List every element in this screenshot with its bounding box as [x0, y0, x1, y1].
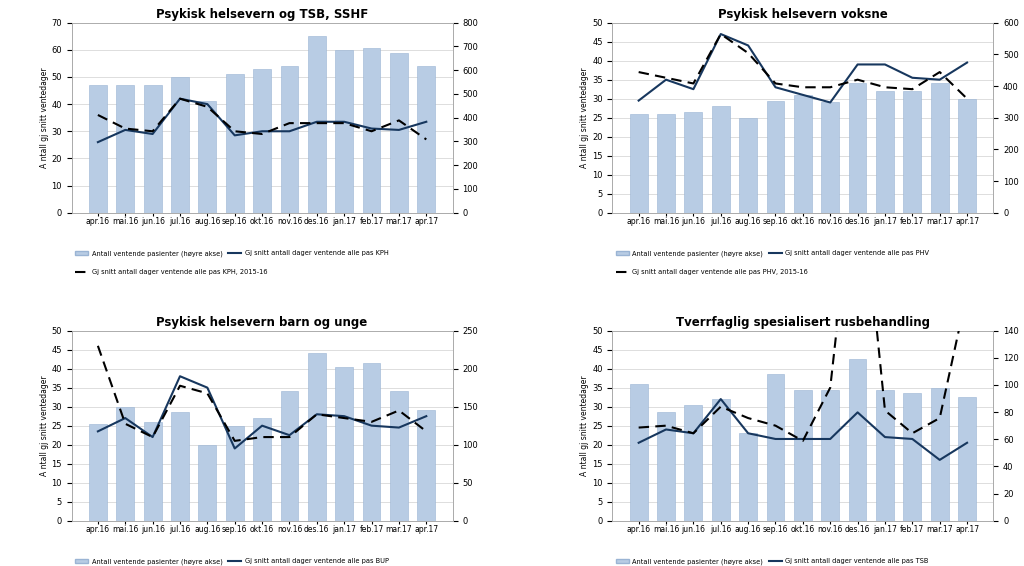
Bar [767, 101, 784, 213]
Bar [821, 389, 839, 521]
Bar [308, 36, 326, 213]
Bar [821, 102, 839, 213]
Bar [657, 413, 675, 521]
Bar [199, 445, 216, 521]
Bar [712, 106, 730, 213]
Bar [418, 410, 435, 521]
Bar [226, 426, 244, 521]
Bar [739, 433, 757, 521]
Bar [362, 49, 381, 213]
Title: Psykisk helsevern voksne: Psykisk helsevern voksne [718, 8, 888, 22]
Legend: Gj snitt antall dager ventende alle pas KPH, 2015-16: Gj snitt antall dager ventende alle pas … [75, 269, 267, 275]
Bar [630, 114, 647, 213]
Bar [877, 91, 894, 213]
Bar [390, 392, 408, 521]
Bar [418, 66, 435, 213]
Bar [739, 118, 757, 213]
Y-axis label: A ntall gj snitt ventedager: A ntall gj snitt ventedager [40, 67, 48, 168]
Bar [117, 85, 134, 213]
Legend: Gj snitt antall dager ventende alle pas PHV, 2015-16: Gj snitt antall dager ventende alle pas … [615, 269, 808, 275]
Bar [253, 69, 271, 213]
Bar [308, 353, 326, 521]
Y-axis label: A ntall gj snitt ventedager: A ntall gj snitt ventedager [581, 375, 590, 476]
Bar [362, 363, 381, 521]
Bar [684, 405, 702, 521]
Bar [794, 95, 812, 213]
Bar [281, 66, 298, 213]
Bar [630, 384, 647, 521]
Bar [390, 53, 408, 213]
Title: Tverrfaglig spesialisert rusbehandling: Tverrfaglig spesialisert rusbehandling [676, 316, 930, 329]
Bar [143, 85, 162, 213]
Bar [335, 367, 353, 521]
Bar [849, 359, 866, 521]
Bar [877, 389, 894, 521]
Title: Psykisk helsevern og TSB, SSHF: Psykisk helsevern og TSB, SSHF [156, 8, 369, 22]
Bar [253, 418, 271, 521]
Bar [281, 392, 298, 521]
Bar [931, 83, 948, 213]
Bar [849, 83, 866, 213]
Y-axis label: A ntall gj snitt ventedager: A ntall gj snitt ventedager [40, 375, 48, 476]
Bar [903, 91, 922, 213]
Bar [199, 101, 216, 213]
Bar [903, 393, 922, 521]
Bar [958, 98, 976, 213]
Bar [712, 399, 730, 521]
Bar [931, 388, 948, 521]
Bar [794, 389, 812, 521]
Bar [171, 77, 188, 213]
Bar [89, 85, 106, 213]
Bar [117, 406, 134, 521]
Bar [171, 413, 188, 521]
Bar [89, 424, 106, 521]
Bar [226, 74, 244, 213]
Y-axis label: A ntall gj snitt ventedager: A ntall gj snitt ventedager [581, 67, 590, 168]
Bar [335, 50, 353, 213]
Bar [767, 374, 784, 521]
Title: Psykisk helsevern barn og unge: Psykisk helsevern barn og unge [157, 316, 368, 329]
Bar [657, 114, 675, 213]
Bar [684, 112, 702, 213]
Bar [143, 422, 162, 521]
Bar [958, 397, 976, 521]
